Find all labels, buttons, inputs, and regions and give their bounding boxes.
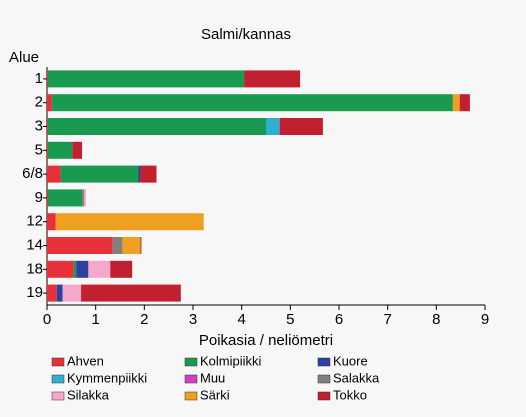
x-tick-label: 1	[91, 311, 99, 328]
bar-segment	[47, 141, 73, 159]
legend-label: Muu	[200, 370, 225, 385]
y-tick-label: 6/8	[22, 165, 43, 182]
y-tick-label: 2	[35, 94, 43, 111]
bar-segment	[47, 70, 245, 88]
legend-swatch	[51, 391, 65, 401]
bar-segment	[76, 260, 89, 278]
bar-segment	[72, 141, 83, 159]
bar-segment	[459, 94, 470, 112]
chart-title: Salmi/kannas	[201, 26, 291, 43]
bar-segment	[140, 165, 157, 183]
x-tick-label: 7	[383, 311, 391, 328]
x-tick-label: 0	[43, 311, 51, 328]
bar-segment	[88, 260, 111, 278]
bar-segment	[60, 165, 139, 183]
bar-segment	[47, 118, 267, 135]
legend-swatch	[51, 357, 65, 367]
bar-segment	[47, 118, 48, 135]
bar-segment	[244, 70, 301, 88]
legend-swatch	[317, 357, 331, 367]
legend-swatch	[317, 374, 331, 384]
x-tick-label: 3	[189, 311, 197, 328]
bar-segment	[47, 141, 48, 159]
legend-swatch	[184, 374, 198, 384]
x-tick-label: 4	[237, 311, 245, 328]
y-tick-label: 5	[35, 141, 43, 158]
bar-segment	[56, 284, 63, 302]
y-axis-label: Alue	[9, 49, 39, 66]
bar-segment	[47, 284, 57, 302]
bar-segment	[82, 189, 84, 207]
bar-segment	[73, 260, 77, 278]
legend-label: Salakka	[333, 370, 380, 385]
x-axis-label: Poikasia / neliömetri	[199, 332, 333, 349]
bar-segment	[47, 94, 52, 112]
y-tick-label: 3	[35, 117, 43, 134]
bar-segment	[122, 237, 141, 254]
bar-segment	[55, 213, 204, 231]
y-tick-label: 1	[35, 70, 43, 87]
bar-segment	[83, 189, 86, 207]
legend-swatch	[184, 391, 198, 401]
bar-segment	[138, 165, 141, 183]
bar-segment	[47, 260, 74, 278]
bar-segment	[452, 94, 460, 112]
legend-label: Kymmenpiikki	[67, 370, 147, 385]
legend-swatch	[184, 357, 198, 367]
bar-segment	[47, 213, 56, 231]
x-tick-label: 5	[286, 311, 294, 328]
legend-label: Silakka	[67, 387, 110, 402]
y-tick-label: 12	[26, 213, 43, 230]
y-tick-label: 9	[35, 189, 43, 206]
legend-label: Kolmipiikki	[200, 353, 262, 368]
legend-swatch	[317, 391, 331, 401]
bar-segment	[51, 94, 453, 112]
bar-segment	[266, 118, 280, 135]
bar-segment	[110, 260, 133, 278]
bar-segment	[140, 237, 142, 254]
legend-swatch	[51, 374, 65, 384]
x-tick-label: 9	[481, 311, 489, 328]
y-tick-label: 19	[26, 284, 43, 301]
bar-segment	[47, 237, 113, 254]
y-tick-label: 14	[26, 236, 43, 253]
legend-label: Särki	[200, 387, 230, 402]
bar-segment	[47, 70, 48, 88]
bar-segment	[279, 118, 323, 135]
y-tick-label: 18	[26, 260, 43, 277]
legend-label: Kuore	[333, 353, 368, 368]
bar-segment	[47, 189, 83, 207]
x-tick-label: 8	[432, 311, 440, 328]
legend-label: Tokko	[333, 387, 367, 402]
bar-segment	[47, 165, 61, 183]
bar-segment	[81, 284, 181, 302]
bar-segment	[112, 237, 123, 254]
bar-segment	[47, 189, 48, 207]
x-tick-label: 6	[335, 311, 343, 328]
bar-segment	[62, 284, 82, 302]
legend-label: Ahven	[67, 353, 104, 368]
x-tick-label: 2	[140, 311, 148, 328]
